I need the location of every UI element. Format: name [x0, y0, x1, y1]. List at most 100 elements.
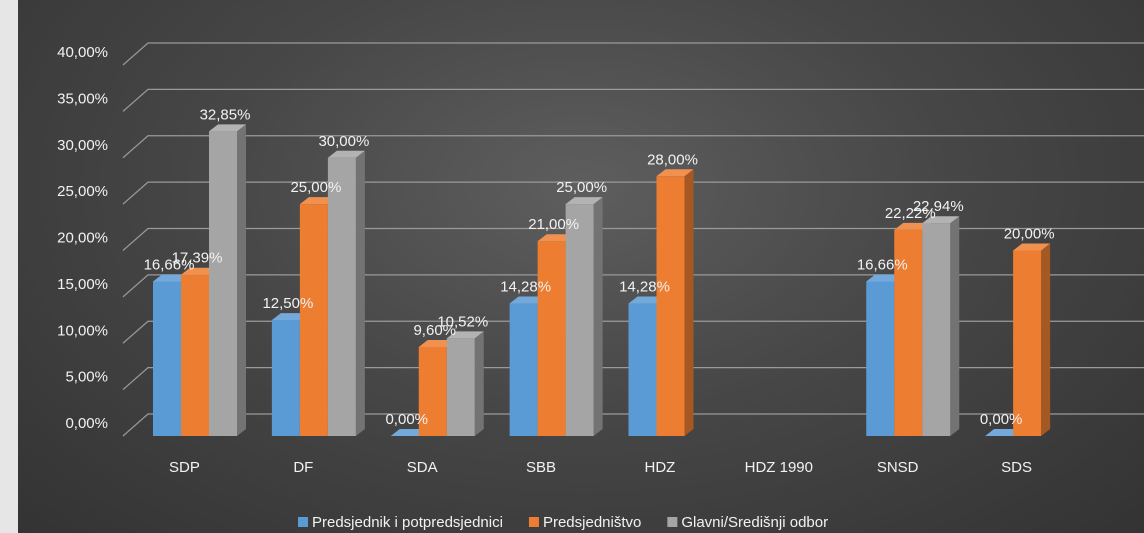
data-label: 28,00%	[647, 151, 698, 168]
bar-top	[153, 274, 190, 282]
legend-swatch	[298, 517, 308, 527]
grid-line	[122, 227, 1144, 251]
legend-label: Glavni/Središnji odbor	[681, 514, 828, 531]
bar-side	[474, 331, 484, 436]
bar-side	[355, 150, 365, 436]
bar-front	[209, 131, 237, 436]
data-label: 25,00%	[556, 179, 607, 196]
grid-line	[122, 274, 1144, 298]
bar-side	[684, 169, 694, 437]
y-tick-label: 15,00%	[57, 276, 108, 293]
bar-front	[866, 281, 895, 436]
grid-line	[122, 367, 1144, 391]
data-labels: 16,66%17,39%32,85%12,50%25,00%30,00%0,00…	[144, 106, 1055, 428]
y-tick-label: 30,00%	[57, 137, 108, 154]
legend-swatch	[667, 517, 678, 527]
bar-top	[209, 124, 246, 132]
data-label: 21,00%	[528, 216, 579, 233]
bar	[922, 216, 960, 436]
y-tick-label: 40,00%	[57, 44, 108, 61]
data-label: 25,00%	[290, 179, 341, 196]
legend-item: Glavni/Središnji odbor	[667, 514, 828, 531]
bar	[327, 150, 365, 436]
x-tick-label: HDZ 1990	[745, 459, 813, 476]
y-tick-label: 20,00%	[57, 230, 108, 247]
bar-front	[656, 176, 685, 437]
bar-front	[1013, 250, 1042, 436]
bar	[985, 429, 1023, 436]
legend-item: Predsjedništvo	[528, 514, 641, 531]
bar-front	[181, 274, 209, 436]
data-label: 14,28%	[619, 279, 670, 296]
grid-lines	[122, 42, 1144, 437]
data-label: 16,66%	[857, 256, 908, 273]
bar-side	[237, 124, 246, 436]
bar-front	[271, 320, 300, 436]
bar	[1013, 243, 1051, 436]
x-tick-label: SBB	[526, 459, 556, 476]
data-label: 10,52%	[437, 313, 488, 330]
x-tick-label: SDA	[407, 459, 438, 476]
bar-top	[446, 331, 484, 339]
bar-front	[509, 303, 538, 436]
grid-line	[122, 88, 1144, 112]
bar-front	[327, 157, 356, 436]
bar-top	[327, 150, 365, 158]
bar-side	[1041, 243, 1051, 436]
bar-front	[894, 229, 923, 436]
data-label: 20,00%	[1004, 226, 1055, 243]
data-label: 14,28%	[500, 279, 551, 296]
data-label: 22,22%	[885, 205, 936, 222]
bar-top	[509, 296, 547, 304]
y-tick-label: 0,00%	[65, 415, 108, 432]
bar-chart: 0,00% 5,00% 10,00% 15,00% 20,00% 25,00% 30,00%…	[57, 42, 1144, 531]
bars	[153, 124, 1051, 437]
x-tick-labels: SDP DF SDA SBB HDZ HDZ 1990 SNSD SDS	[169, 459, 1032, 476]
bar-top	[537, 234, 575, 242]
bar-front	[446, 338, 475, 436]
x-tick-label: HDZ	[645, 459, 676, 476]
x-tick-label: SDS	[1001, 459, 1032, 476]
bar	[209, 124, 246, 436]
y-tick-label: 5,00%	[65, 369, 108, 386]
bar-front	[418, 346, 447, 436]
legend: Predsjednik i potpredsjednici Predsjedniš…	[298, 514, 828, 531]
bar-top	[866, 274, 904, 282]
bar-front	[153, 281, 181, 436]
bar-top	[271, 313, 309, 321]
bar-top	[985, 429, 1023, 436]
bar-top	[894, 222, 932, 230]
grid-line	[122, 413, 1144, 437]
data-label: 16,66%	[144, 256, 195, 273]
data-label: 12,50%	[262, 295, 313, 312]
data-label: 32,85%	[200, 106, 251, 123]
y-tick-label: 35,00%	[57, 90, 108, 107]
bar-front	[565, 204, 594, 436]
data-label: 0,00%	[980, 411, 1023, 428]
bar-top	[418, 339, 456, 347]
bar	[565, 197, 603, 436]
x-tick-label: SDP	[169, 459, 200, 476]
data-label: 30,00%	[318, 133, 369, 150]
grid-line	[122, 181, 1144, 205]
bar-top	[181, 267, 218, 275]
bar-top	[1013, 243, 1051, 251]
y-tick-label: 25,00%	[57, 183, 108, 200]
grid-line	[122, 135, 1144, 159]
data-label: 22,94%	[913, 198, 964, 215]
data-label: 9,60%	[413, 322, 456, 339]
bar-top	[299, 197, 337, 205]
bar-front	[537, 241, 566, 436]
bar-front	[628, 303, 657, 436]
bar-top	[390, 429, 428, 436]
chart-area: 0,00% 5,00% 10,00% 15,00% 20,00% 25,00% 30,00%…	[18, 0, 1144, 533]
bar-front	[299, 204, 328, 436]
bar	[656, 169, 694, 437]
legend-label: Predsjednik i potpredsjednici	[312, 514, 503, 531]
legend-swatch	[528, 517, 539, 527]
bar-top	[628, 296, 666, 304]
bar-front	[922, 223, 951, 436]
legend-label: Predsjedništvo	[543, 514, 641, 531]
grid-line	[122, 42, 1144, 66]
legend-item: Predsjednik i potpredsjednici	[298, 514, 503, 531]
